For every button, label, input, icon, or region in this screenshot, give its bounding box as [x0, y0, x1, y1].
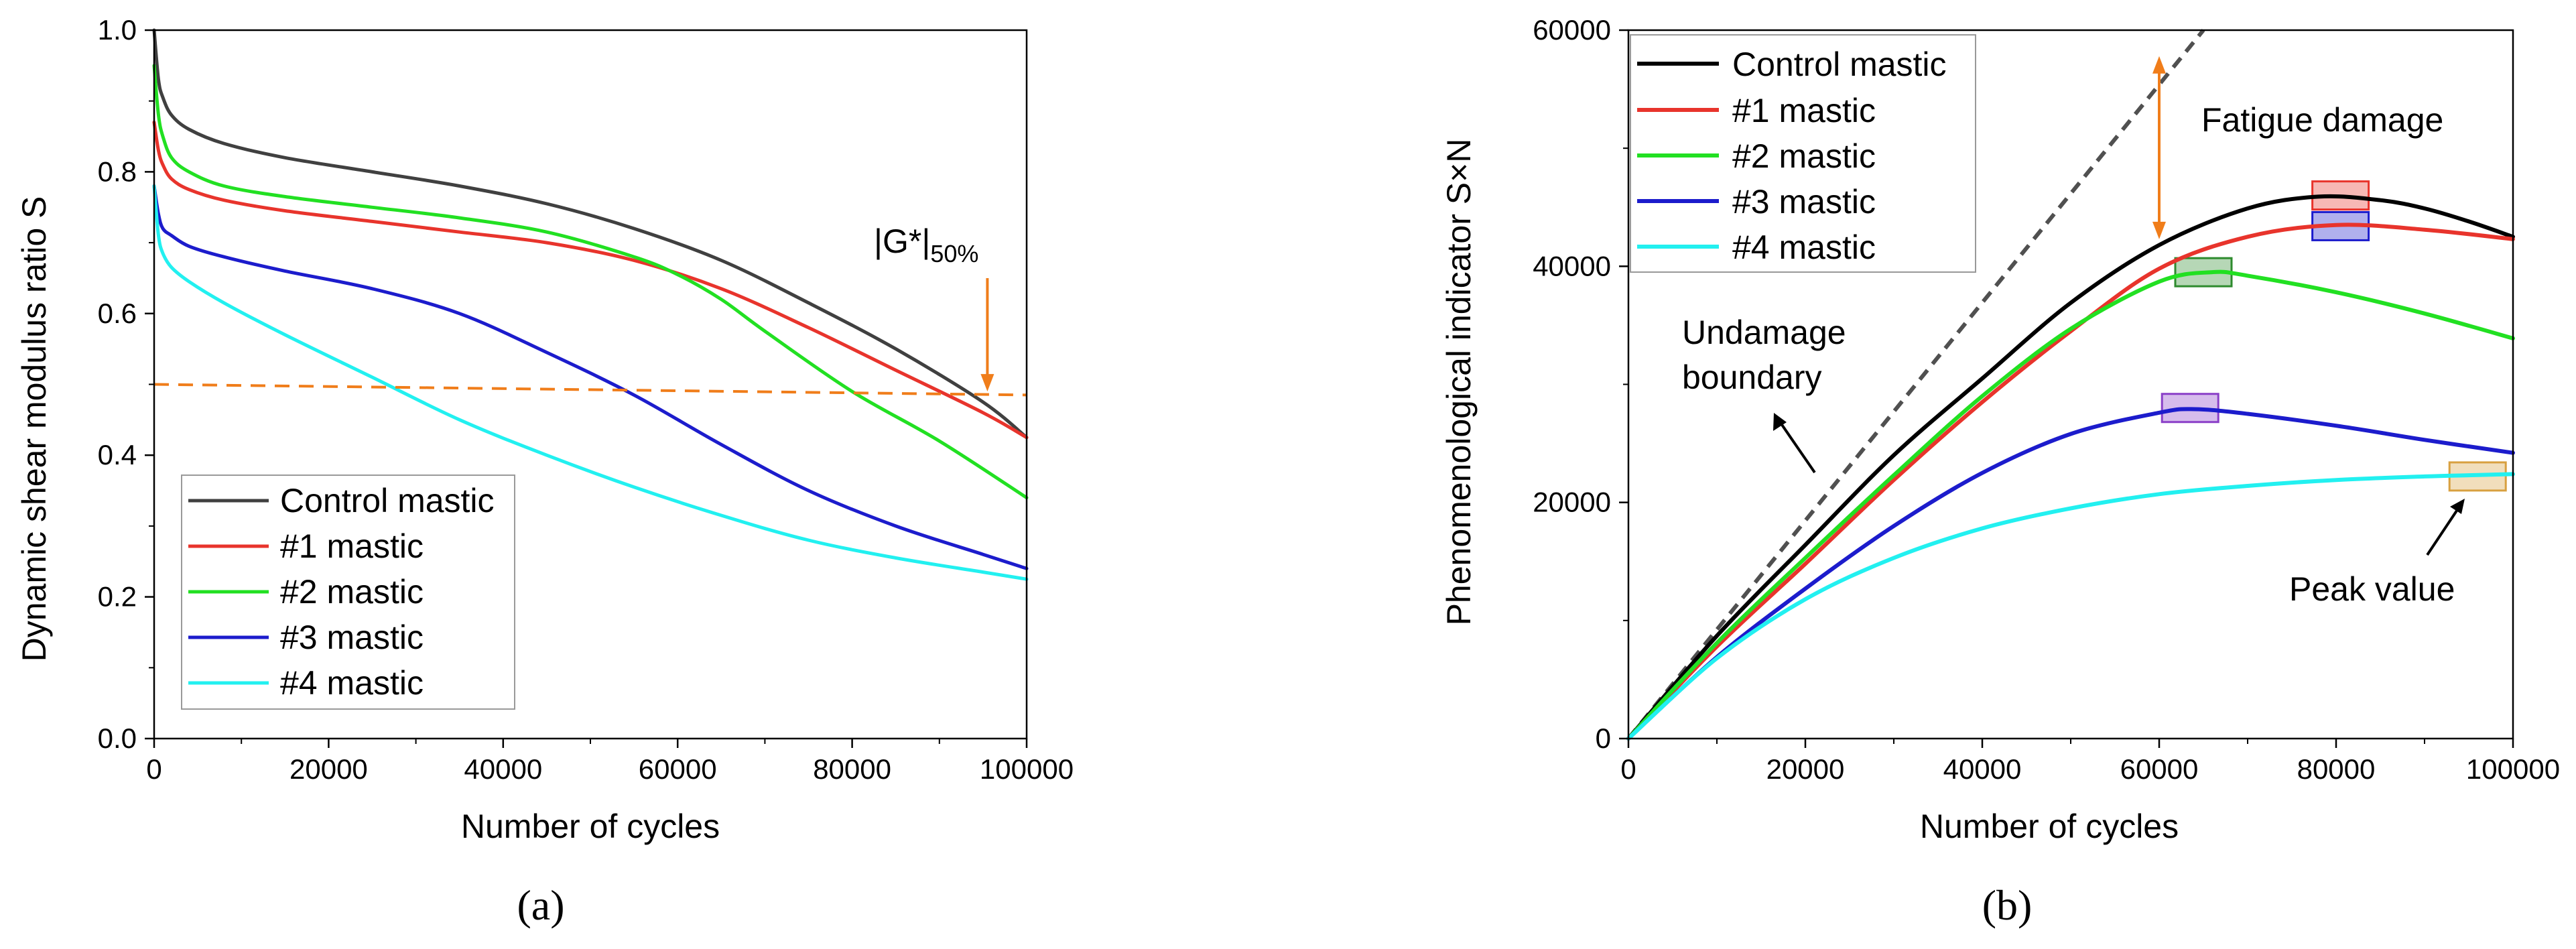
legend-a-4-mastic: #4 mastic — [280, 664, 424, 702]
legend-a-3-mastic: #3 mastic — [280, 619, 424, 656]
fatigue-damage-arrowhead-top — [2152, 56, 2166, 74]
legend-b: Control mastic #1 mastic #2 mastic #3 ma… — [1630, 34, 1976, 273]
undamage-label-line2: boundary — [1682, 359, 1822, 396]
g50-arrowhead — [980, 374, 994, 392]
x-axis-title-a: Number of cycles — [461, 808, 720, 845]
series-line-b-1-mastic — [1626, 223, 2515, 741]
peak-value-arrowhead — [2450, 499, 2465, 514]
fatigue-damage-arrowhead-bottom — [2152, 221, 2166, 239]
g50-reference-line — [153, 383, 1027, 397]
legend-a-2-mastic: #2 mastic — [280, 573, 424, 611]
legend-a-control-mastic: Control mastic — [280, 482, 495, 519]
plot-frame-a — [153, 29, 1028, 740]
legend-a: Control mastic #1 mastic #2 mastic #3 ma… — [181, 474, 515, 710]
g50-label-subscript: 50% — [930, 240, 978, 267]
x-tick-label-b-1: 20000 — [1766, 753, 1845, 785]
y-tick-label-a-2: 0.4 — [98, 439, 137, 470]
x-ticks-a: 0 20000 40000 60000 80000 100000 — [146, 739, 1074, 785]
chart-a: 0 20000 40000 60000 80000 100000 0.0 0.2 0.4 0.6… — [15, 14, 1074, 929]
undamage-arrowhead — [1773, 413, 1787, 431]
y-tick-label-a-0: 0.0 — [98, 722, 137, 754]
x-tick-label-a-0: 0 — [146, 753, 162, 785]
legend-b-1-mastic: #1 mastic — [1732, 92, 1876, 129]
series-line-a-1-mastic — [152, 120, 1029, 440]
x-tick-label-b-5: 100000 — [2466, 753, 2560, 785]
g50-label-main: |G*| — [874, 223, 930, 260]
chart-b: 0 20000 40000 60000 80000 100000 0 20000 40000 6… — [1440, 14, 2560, 929]
y-ticks-a: 0.0 0.2 0.4 0.6 0.8 1.0 — [98, 14, 154, 754]
y-tick-label-b-2: 40000 — [1533, 250, 1611, 281]
reference-line-group — [153, 383, 1027, 397]
y-tick-label-b-1: 20000 — [1533, 487, 1611, 518]
plot-frame-b — [1627, 29, 2514, 740]
series-line-b-control-mastic — [1626, 194, 2515, 741]
y-axis-title-a: Dynamic shear modulus ratio S — [15, 196, 53, 662]
y-tick-label-b-0: 0 — [1596, 722, 1611, 754]
legend-b-2-mastic: #2 mastic — [1732, 137, 1876, 175]
y-tick-label-b-3: 60000 — [1533, 14, 1611, 46]
legend-a-1-mastic: #1 mastic — [280, 527, 424, 565]
y-tick-label-a-4: 0.8 — [98, 155, 137, 187]
x-tick-label-b-3: 60000 — [2120, 753, 2199, 785]
series-line-b-3-mastic — [1626, 407, 2515, 741]
y-tick-label-a-3: 0.6 — [98, 298, 137, 329]
y-tick-label-a-5: 1.0 — [98, 14, 137, 46]
legend-b-4-mastic: #4 mastic — [1732, 229, 1876, 266]
fatigue-damage-label: Fatigue damage — [2201, 101, 2443, 139]
peak-value-arrow — [2426, 505, 2461, 556]
series-group-a — [152, 28, 1029, 581]
x-tick-label-b-2: 40000 — [1943, 753, 2022, 785]
x-tick-label-a-1: 20000 — [289, 753, 368, 785]
panel-label-a: (a) — [517, 881, 564, 929]
x-axis-title-b: Number of cycles — [1920, 808, 2179, 845]
g50-label: |G*|50% — [874, 223, 978, 267]
x-tick-label-a-2: 40000 — [464, 753, 542, 785]
legend-b-3-mastic: #3 mastic — [1732, 183, 1876, 220]
x-tick-label-b-4: 80000 — [2297, 753, 2376, 785]
series-line-a-control-mastic — [152, 28, 1029, 440]
series-line-b-2-mastic — [1626, 269, 2515, 741]
series-line-a-2-mastic — [152, 64, 1029, 500]
x-tick-label-a-3: 60000 — [639, 753, 717, 785]
y-tick-label-a-1: 0.2 — [98, 581, 137, 613]
undamage-arrow — [1778, 420, 1816, 474]
y-axis-title-b: Phenomenological indicator S×N — [1440, 139, 1478, 626]
x-ticks-b: 0 20000 40000 60000 80000 100000 — [1620, 739, 2560, 785]
y-ticks-b: 0 20000 40000 60000 — [1533, 14, 1628, 754]
panel-label-b: (b) — [1982, 881, 2033, 929]
x-tick-label-a-4: 80000 — [813, 753, 891, 785]
series-line-a-4-mastic — [152, 184, 1029, 581]
series-group-b — [1626, 194, 2515, 741]
undamage-boundary-line — [1626, 29, 2205, 740]
x-tick-label-b-0: 0 — [1620, 753, 1636, 785]
series-line-a-3-mastic — [152, 184, 1029, 570]
peak-value-label: Peak value — [2289, 570, 2455, 608]
series-line-b-4-mastic — [1626, 472, 2515, 741]
undamage-label-line1: Undamage — [1682, 314, 1846, 351]
legend-b-control-mastic: Control mastic — [1732, 46, 1947, 83]
x-tick-label-a-5: 100000 — [980, 753, 1074, 785]
